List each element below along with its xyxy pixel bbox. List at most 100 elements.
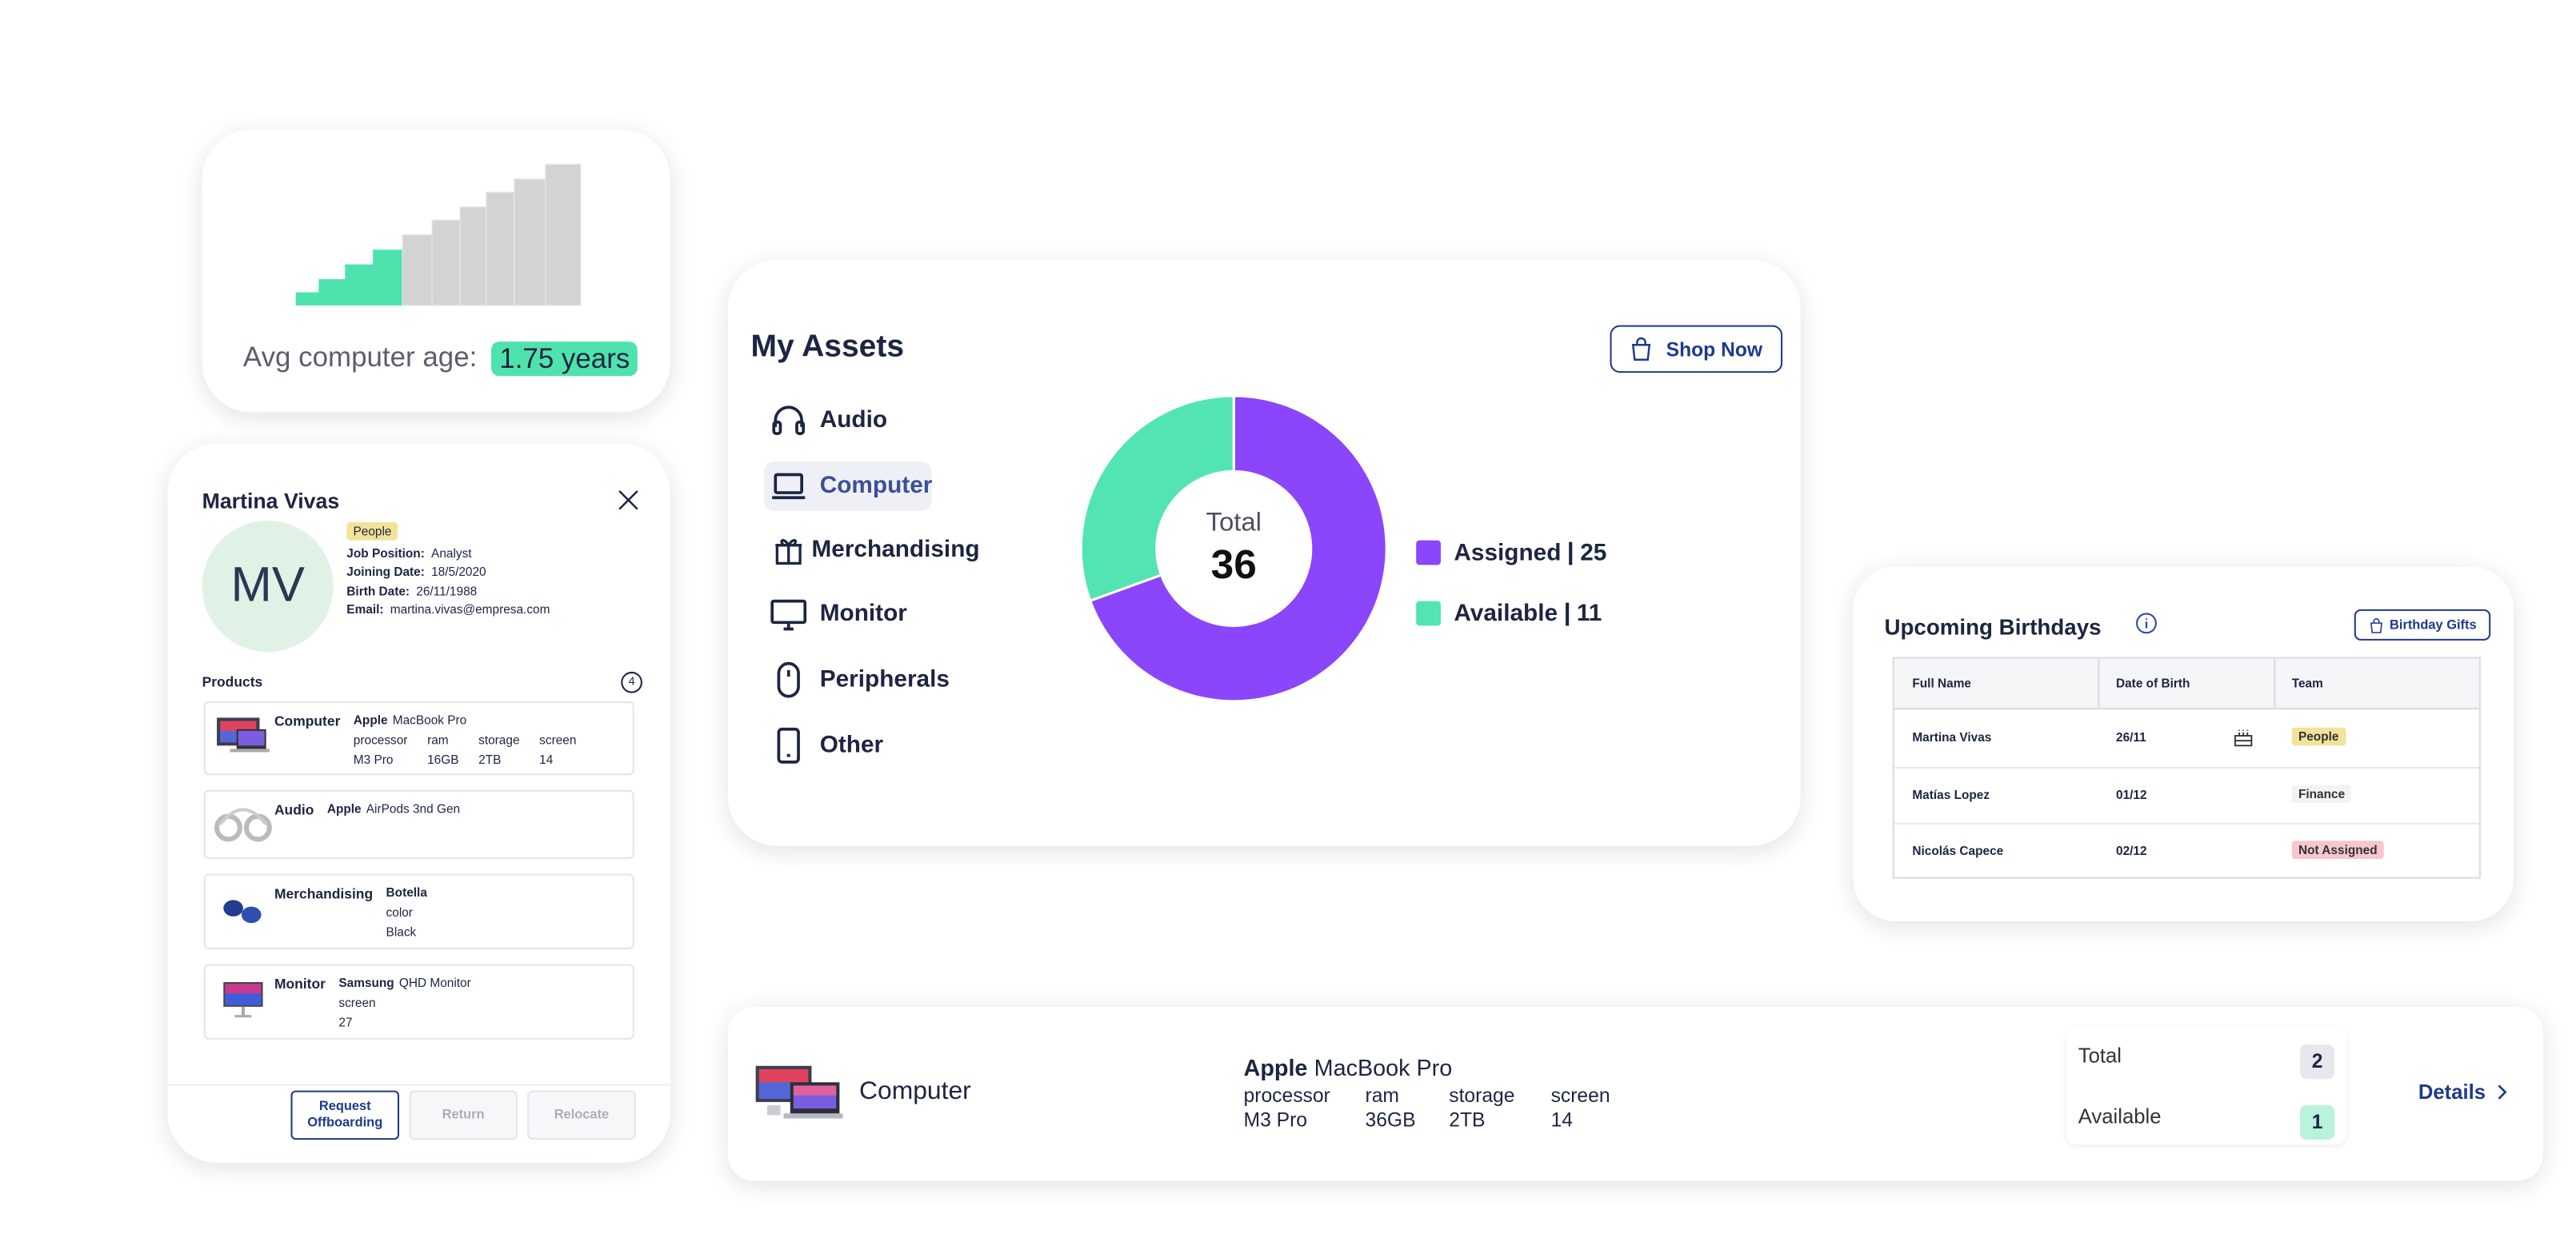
action-button[interactable]: Relocate (527, 1090, 636, 1140)
product-model: MacBook Pro (392, 713, 467, 728)
product-card-spec-value: M3 Pro (1243, 1108, 1307, 1132)
product-card-image-part (767, 1105, 781, 1116)
spec-label: processor (353, 732, 408, 748)
menu-item[interactable]: Other (819, 732, 884, 759)
assets-card: My Assets Shop Now Audio Computer Merchandis… (727, 259, 1801, 846)
product-category: Merchandising (274, 885, 374, 902)
spec: processor M3 Pro (354, 731, 408, 770)
products-count: 4 (621, 671, 642, 693)
cell-team: People (2291, 727, 2346, 746)
cell-team: Finance (2291, 785, 2352, 804)
spec-value: Black (386, 925, 417, 940)
gifts-icon-wrap (2368, 617, 2382, 633)
legend-entry: Available 11 (1454, 601, 1602, 628)
product-model: AirPods 3nd Gen (366, 801, 461, 817)
product-info: Merchandising Botella color Black (274, 884, 427, 943)
product-card-image-part (793, 1085, 837, 1096)
age-step (345, 264, 374, 306)
spec-value: 16GB (427, 752, 459, 768)
shop-button[interactable]: Shop Now (1610, 325, 1783, 373)
field-label: Joining Date: (346, 564, 425, 579)
legend-divider (1566, 602, 1569, 626)
employee-field: Job Position: Analyst (346, 546, 471, 561)
gifts-button[interactable]: Birthday Gifts (2354, 609, 2491, 641)
field-value: 26/11/1988 (416, 584, 478, 599)
employee-card: Martina Vivas MV People Job Position: Analys… (167, 443, 670, 1163)
cake-icon (2234, 729, 2253, 747)
field-label: Birth Date: (346, 584, 410, 599)
info-icon (2136, 613, 2157, 634)
donut-segment (1079, 394, 1235, 603)
avatar: MV (202, 520, 334, 653)
menu-icon-part (795, 420, 806, 435)
details-link[interactable]: Details (2418, 1080, 2486, 1104)
assets-title: My Assets (750, 329, 905, 365)
total-badge: 2 (2299, 1044, 2335, 1080)
product-image (223, 900, 262, 924)
menu-item[interactable]: Peripherals (819, 666, 950, 693)
product-model: QHD Monitor (398, 975, 471, 991)
product-card: Computer Apple MacBook Pro processor M3 Pro r… (727, 1006, 2543, 1181)
gifts-icon (2370, 617, 2382, 633)
shop-icon-part (1632, 344, 1651, 361)
donut-chart (1079, 394, 1388, 703)
product-image-part (241, 1006, 245, 1016)
menu-item[interactable]: Monitor (819, 601, 907, 628)
spec-label: ram (427, 732, 449, 748)
age-card: Avg computer age: 1.75 years (202, 130, 670, 413)
birthdays-title: Upcoming Birthdays (1884, 615, 2102, 640)
menu-icon-part (774, 473, 803, 494)
product-detail: Botella color Black (386, 884, 427, 943)
action-button[interactable]: Request Offboarding (290, 1090, 400, 1140)
age-step (318, 279, 346, 306)
product-card-model: MacBook Pro (1314, 1054, 1453, 1081)
spec: screen 27 (338, 993, 375, 1032)
birthdays-card: Upcoming Birthdays Birthday Gifts Full Nam… (1853, 566, 2514, 922)
field-value: martina.vivas@empresa.com (390, 601, 550, 617)
legend-value: 11 (1576, 601, 1602, 628)
spec: color Black (386, 903, 417, 942)
menu-item[interactable]: Computer (819, 473, 933, 500)
footer-line (167, 1084, 670, 1086)
product-name: Apple MacBook Pro (354, 711, 577, 731)
employee-name: Martina Vivas (202, 488, 340, 513)
legend-name: Assigned (1454, 540, 1562, 567)
product-brand: Botella (386, 885, 427, 901)
available-badge: 1 (2299, 1105, 2335, 1140)
product-image-part (225, 993, 262, 1005)
row-divider (1894, 767, 2479, 769)
product-card-category: Computer (859, 1077, 971, 1106)
menu-item[interactable]: Merchandising (811, 537, 980, 564)
product-card-spec-value: 14 (1550, 1108, 1574, 1132)
menu-icon (772, 473, 806, 500)
spec-label: screen (539, 732, 577, 748)
product-image (214, 808, 272, 842)
gifts-label: Birthday Gifts (2390, 617, 2477, 633)
menu-selected-bg (763, 461, 932, 511)
age-steps (295, 163, 582, 306)
cell-date: 26/11 (2115, 729, 2146, 745)
button-label: Request Offboarding (307, 1098, 383, 1130)
cell-name: Nicolás Capece (1912, 843, 2004, 858)
product-detail: Apple MacBook Pro processor M3 Pro ram 16GB st… (354, 711, 577, 770)
column-header: Date of Birth (2115, 676, 2190, 691)
product-card-name: Apple MacBook Pro (1244, 1054, 1453, 1080)
menu-icon (777, 661, 800, 698)
product-row: Audio Apple AirPods 3nd Gen (203, 789, 634, 860)
product-image (217, 717, 270, 753)
col-divider (2098, 658, 2100, 709)
age-label: Avg computer age: (242, 341, 478, 373)
action-button[interactable]: Return (409, 1090, 518, 1140)
menu-icon-part (775, 538, 802, 564)
cell-team: Not Assigned (2291, 841, 2384, 860)
product-category: Audio (274, 801, 314, 818)
gifts-icon-part (2370, 621, 2382, 633)
product-info: Computer Apple MacBook Pro processor M3 Pro r… (274, 711, 576, 770)
cell-date: 01/12 (2115, 787, 2147, 803)
menu-item[interactable]: Audio (819, 407, 888, 434)
product-info: Audio Apple AirPods 3nd Gen (274, 800, 460, 820)
product-card-image (755, 1065, 843, 1119)
employee-field: Email: martina.vivas@empresa.com (346, 602, 550, 617)
product-card-spec-value: 2TB (1449, 1108, 1486, 1132)
